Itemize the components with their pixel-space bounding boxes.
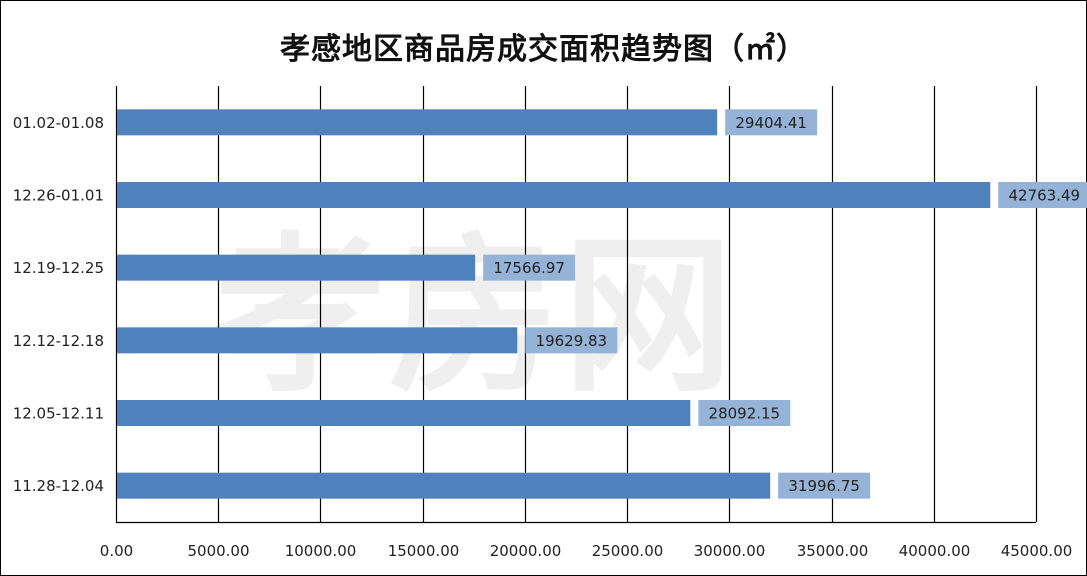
data-label-box [725, 109, 818, 136]
bars: 31996.75 28092.15 19629.83 17566.97 42763.49… [117, 109, 1087, 499]
data-label: 28092.15 [709, 405, 781, 423]
category-label: 12.19-12.25 [13, 259, 104, 277]
data-label-box [483, 254, 576, 281]
x-tick-label: 40000.00 [899, 542, 971, 560]
data-label-box [998, 182, 1087, 208]
category-label: 12.12-12.18 [13, 332, 104, 350]
data-label: 17566.97 [493, 259, 565, 277]
x-tick-label: 30000.00 [694, 542, 766, 560]
y-axis-categories: 11.28-12.04 12.05-12.11 12.12-12.18 12.19-1… [13, 114, 104, 495]
x-tick-label: 35000.00 [797, 542, 869, 560]
x-tick-label: 10000.00 [285, 542, 357, 560]
data-label: 31996.75 [788, 477, 860, 495]
bar [117, 254, 476, 281]
data-label: 19629.83 [536, 332, 608, 350]
bar [117, 327, 518, 354]
x-tick-label: 5000.00 [187, 542, 249, 560]
x-tick-label: 0.00 [100, 542, 133, 560]
chart-title: 孝感地区商品房成交面积趋势图（㎡） [280, 32, 807, 67]
data-label: 29404.41 [735, 114, 807, 132]
bar [117, 400, 691, 426]
data-label: 42763.49 [1008, 187, 1080, 205]
gridlines [115, 86, 1038, 524]
x-axis-ticks: 0.00 5000.00 10000.00 15000.00 20000.00 25000… [100, 542, 1072, 560]
data-label-box [525, 327, 618, 354]
data-label-box [698, 400, 791, 426]
x-tick-label: 20000.00 [490, 542, 562, 560]
x-tick-label: 25000.00 [592, 542, 664, 560]
category-label: 01.02-01.08 [13, 114, 104, 132]
bar [117, 182, 991, 208]
bar [117, 472, 771, 499]
category-label: 11.28-12.04 [13, 477, 104, 495]
x-tick-label: 15000.00 [388, 542, 460, 560]
data-label-box [778, 472, 871, 499]
category-label: 12.26-01.01 [13, 187, 104, 205]
x-tick-label: 45000.00 [1001, 542, 1073, 560]
bar [117, 109, 718, 136]
category-label: 12.05-12.11 [13, 405, 104, 423]
